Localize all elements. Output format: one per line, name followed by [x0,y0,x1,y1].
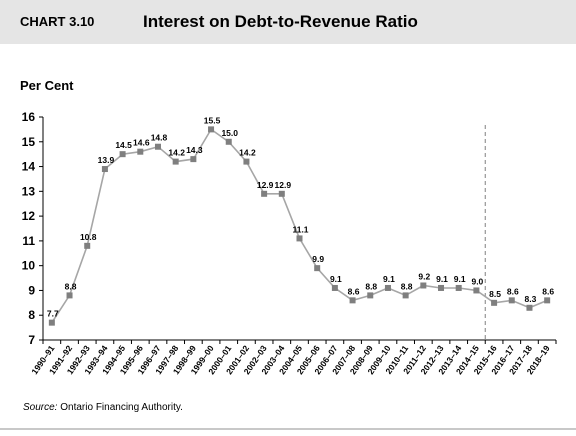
axes [42,117,556,341]
source-text: Ontario Financing Authority. [57,402,183,413]
data-point [438,284,445,291]
data-point [331,284,338,291]
data-point [314,265,321,272]
source-note: Source: Ontario Financing Authority. [23,402,183,413]
data-label: 14.3 [186,145,203,155]
data-point [137,148,144,155]
data-label: 14.2 [168,148,185,158]
y-tick-label: 10 [22,259,36,273]
data-label: 14.8 [151,133,168,143]
data-point [225,138,232,145]
data-point [526,304,533,311]
data-point [208,126,215,133]
data-label: 9.2 [418,271,430,281]
y-tick-label: 13 [22,184,36,198]
data-point [119,151,126,158]
data-label: 9.1 [383,274,395,284]
y-tick-label: 15 [22,135,36,149]
y-tick-label: 11 [22,234,35,248]
data-label: 8.6 [348,286,360,296]
data-label: 8.6 [507,286,519,296]
data-label: 9.1 [436,274,448,284]
data-label: 14.2 [239,148,256,158]
data-label: 9.9 [312,254,324,264]
data-label: 13.9 [98,155,115,165]
data-point [190,156,197,163]
data-label: 8.6 [542,286,554,296]
data-point [508,297,515,304]
x-ticks-layer: 1990–911991–921992–931993–941994–951995–… [29,340,557,376]
data-labels-layer: 7.78.810.813.914.5 14.6 14.814.2 14.315.515… [47,115,554,318]
data-point [473,287,480,294]
data-point [66,292,73,299]
data-point [101,166,108,173]
data-label: 15.5 [204,115,221,125]
data-label: 14.6 [133,138,150,148]
y-tick-label: 9 [28,283,35,297]
data-point [261,190,268,197]
data-point [367,292,374,299]
data-label: 12.9 [257,180,274,190]
data-label: 10.8 [80,232,97,242]
chart-title: Interest on Debt-to-Revenue Ratio [143,12,418,31]
y-ticks-layer: 7 8 9 10 11 12 13 14 15 16 [22,110,43,347]
data-point [48,319,55,326]
data-label: 8.8 [365,281,377,291]
data-point [402,292,409,299]
y-tick-label: 16 [22,110,36,124]
data-point [420,282,427,289]
data-label: 7.7 [47,309,59,319]
header-bar [0,0,576,44]
chart-number: CHART 3.10 [20,14,95,29]
data-label: 8.5 [489,289,501,299]
data-label: 8.8 [65,281,77,291]
data-label: 14.5 [115,140,132,150]
data-point [296,235,303,242]
markers-layer [48,126,551,326]
data-point [172,158,179,165]
data-point [349,297,356,304]
y-axis-label: Per Cent [20,78,74,93]
data-point [278,190,285,197]
y-tick-label: 12 [22,209,36,223]
data-label: 9.0 [471,276,483,286]
data-label: 9.1 [454,274,466,284]
data-point [544,297,551,304]
data-point [384,284,391,291]
y-tick-label: 7 [28,333,35,347]
data-point [84,242,91,249]
data-point [154,143,161,150]
bottom-rule [0,428,576,430]
y-tick-label: 14 [22,160,36,174]
data-label: 11.1 [292,224,308,234]
data-label: 15.0 [221,128,238,138]
data-label: 12.9 [275,180,292,190]
source-prefix: Source: [23,402,58,413]
y-tick-label: 8 [28,308,35,322]
data-point [491,299,498,306]
data-point [243,158,250,165]
data-label: 8.3 [525,294,537,304]
data-label: 8.8 [401,281,413,291]
data-label: 9.1 [330,274,342,284]
data-point [455,284,462,291]
